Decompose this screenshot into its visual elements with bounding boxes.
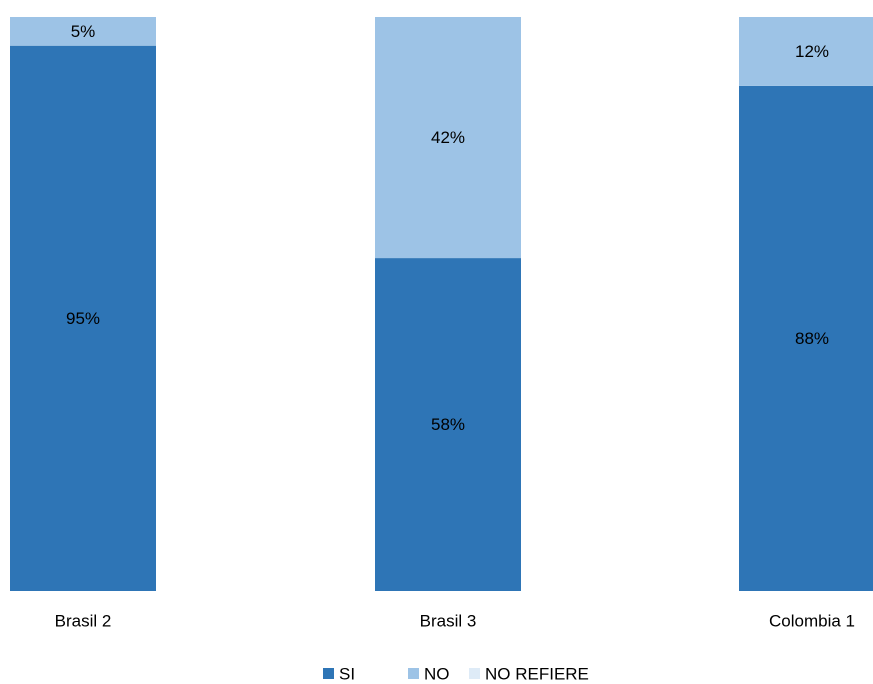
legend-label-no-refiere: NO REFIERE <box>485 665 589 684</box>
data-label-no-brasil-3: 42% <box>431 128 465 147</box>
legend-label-no: NO <box>424 665 450 684</box>
bar-si-colombia-1 <box>739 85 873 591</box>
legend-label-si: SI <box>339 665 355 684</box>
legend: SI NO NO REFIERE <box>323 665 589 684</box>
category-tick-label: Colombia 1 <box>769 612 855 631</box>
data-label-si-colombia-1: 88% <box>795 329 829 348</box>
data-label-no-brasil-2: 5% <box>71 22 96 41</box>
category-ticks-group: Brasil 2 Brasil 3 Colombia 1 <box>55 612 855 631</box>
bar-no-brasil-2 <box>10 17 156 46</box>
data-labels-group: 95% 5% 58% 42% 88% 12% <box>66 22 829 434</box>
bar-si-brasil-2 <box>10 45 156 591</box>
legend-swatch-no-refiere <box>469 668 480 679</box>
legend-swatch-si <box>323 668 334 679</box>
bar-no-colombia-1 <box>739 17 873 86</box>
category-tick-label: Brasil 3 <box>420 612 477 631</box>
bar-no-brasil-3 <box>375 17 521 259</box>
category-tick-label: Brasil 2 <box>55 612 112 631</box>
data-label-si-brasil-2: 95% <box>66 309 100 328</box>
data-label-no-colombia-1: 12% <box>795 42 829 61</box>
bars-group <box>10 17 873 591</box>
legend-swatch-no <box>408 668 419 679</box>
bar-si-brasil-3 <box>375 258 521 591</box>
data-label-si-brasil-3: 58% <box>431 415 465 434</box>
